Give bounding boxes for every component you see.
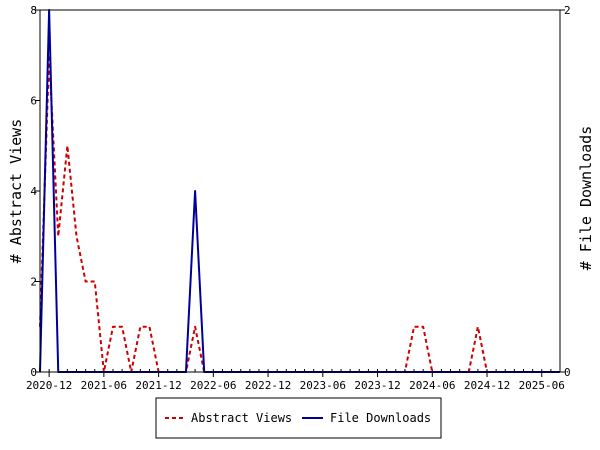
x-tick-label: 2024-12 [464,379,510,392]
series-line-abstract-views [39,54,560,373]
x-tick-label: 2020-12 [26,379,72,392]
legend-label-file-downloads: File Downloads [330,411,431,425]
legend-label-abstract-views: Abstract Views [191,411,292,425]
legend-box [155,397,442,439]
x-tick-label: 2022-12 [245,379,291,392]
legend: Abstract Views File Downloads [155,397,442,439]
x-tick-label: 2025-06 [519,379,565,392]
y-left-tick-label: 4 [30,185,37,198]
x-tick-label: 2021-12 [135,379,181,392]
x-tick-label: 2022-06 [190,379,236,392]
y-right-tick-label: 2 [564,4,571,17]
x-tick-label: 2021-06 [81,379,127,392]
y-left-tick-label: 8 [30,4,37,17]
series-line-file-downloads [39,9,560,373]
x-tick-label: 2023-06 [300,379,346,392]
y-axis-left-title: # Abstract Views [7,119,25,264]
y-axis-right-title: # File Downloads [577,126,595,271]
y-left-tick-label: 6 [30,95,37,108]
y-left-tick-label: 2 [30,276,37,289]
y-right-tick-label: 0 [564,366,571,379]
y-left-tick-label: 0 [30,366,37,379]
x-tick-label: 2024-06 [409,379,455,392]
x-tick-label: 2023-12 [354,379,400,392]
plot-frame [39,9,561,373]
